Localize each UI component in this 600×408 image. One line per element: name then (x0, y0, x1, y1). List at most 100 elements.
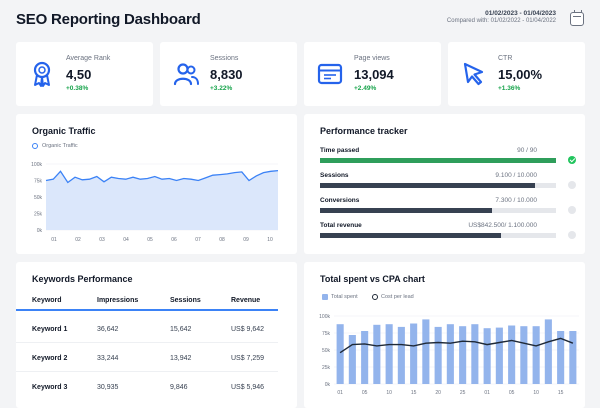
progress-fill (320, 208, 493, 213)
progress-fill (320, 183, 535, 188)
card-title: Performance tracker (320, 126, 408, 136)
progress-fill (320, 158, 556, 163)
x-tick-label: 03 (99, 237, 105, 243)
total-spent-bar (569, 331, 577, 384)
status-check-icon (568, 231, 576, 239)
card-title: Total spent vs CPA chart (320, 274, 425, 284)
status-check-icon (568, 206, 576, 214)
legend-label: Organic Traffic (42, 143, 78, 149)
date-range-picker[interactable]: 01/02/2023 - 01/04/2023 Compared with: 0… (447, 10, 556, 24)
x-tick-label: 08 (219, 237, 225, 243)
x-tick-label: 25 (460, 390, 466, 396)
y-tick-label: 0k (325, 382, 331, 388)
table-header: Revenue (231, 297, 261, 304)
area-fill (46, 170, 278, 230)
progress-fill (320, 233, 501, 238)
x-tick-label: 05 (509, 390, 515, 396)
legend-label: Cost per lead (381, 294, 414, 300)
x-tick-label: 10 (267, 237, 273, 243)
page-title: SEO Reporting Dashboard (16, 11, 201, 28)
table-header: Sessions (170, 297, 201, 304)
organic-traffic-chart: 100k 75k 50k 25k 0k 01 02 03 04 05 06 07 08 09 10 (31, 162, 279, 243)
row-divider (16, 342, 278, 343)
x-tick-label: 15 (411, 390, 417, 396)
table-cell: 36,642 (97, 326, 119, 333)
kpi-label: Page views (354, 55, 390, 62)
total-spent-bar (483, 328, 491, 384)
legend-marker (32, 143, 38, 149)
calendar-icon[interactable] (570, 10, 584, 26)
table-cell: 33,244 (97, 355, 119, 362)
table-cell: US$ 9,642 (231, 326, 265, 333)
x-tick-label: 07 (195, 237, 201, 243)
kpi-value: 15,00% (498, 67, 543, 82)
y-tick-label: 50k (322, 348, 331, 354)
cost-per-lead-line (339, 337, 574, 354)
kpi-card-page-views: Page views 13,094 +2.49% (304, 42, 441, 106)
perf-item-label: Time passed (320, 147, 360, 154)
progress-track (320, 158, 556, 163)
y-tick-label: 100k (319, 314, 330, 320)
perf-item-value: US$842.500/ 1.100.000 (468, 222, 537, 229)
table-cell: 30,935 (97, 384, 119, 391)
y-tick-label: 25k (322, 365, 331, 371)
row-divider (16, 371, 278, 372)
table-cell: 13,942 (170, 355, 192, 362)
total-spent-bar (446, 324, 454, 384)
x-tick-label: 20 (435, 390, 441, 396)
kpi-value: 4,50 (66, 67, 92, 82)
total-spent-bar (361, 331, 369, 384)
x-tick-label: 01 (51, 237, 57, 243)
compare-range-text: Compared with: 01/02/2022 - 01/04/2022 (446, 18, 556, 24)
kpi-label: CTR (498, 55, 513, 62)
total-spent-bar (532, 326, 540, 384)
spend-cpa-card: Total spent vs CPA chart Total spent Cos… (304, 262, 585, 408)
y-tick-label: 0k (37, 228, 43, 234)
y-tick-label: 50k (34, 195, 43, 201)
kpi-card-average-rank: Average Rank 4,50 +0.38% (16, 42, 153, 106)
users-icon (173, 63, 199, 86)
kpi-delta: +0.38% (66, 85, 89, 92)
perf-item-value: 9.100 / 10.000 (495, 172, 537, 179)
table-cell-keyword: Keyword 2 (32, 355, 68, 362)
total-spent-bar (557, 331, 565, 384)
total-spent-bar (434, 326, 442, 384)
perf-item-value: 7.300 / 10.000 (495, 197, 537, 204)
x-tick-label: 06 (171, 237, 177, 243)
spend-cpa-chart: 100k 75k 50k 25k 0k 01 05 10 15 20 25 01 05 10 15 (319, 314, 579, 396)
keywords-performance-card: Keywords Performance (16, 262, 297, 408)
progress-track (320, 233, 556, 238)
legend-marker-spent (322, 294, 328, 300)
total-spent-bar (410, 323, 418, 384)
table-cell: 15,642 (170, 326, 192, 333)
kpi-delta: +3.22% (210, 85, 233, 92)
total-spent-bar (422, 319, 430, 384)
x-tick-label: 05 (362, 390, 368, 396)
ribbon-icon (33, 61, 51, 87)
date-range-text: 01/02/2023 - 01/04/2023 (485, 10, 556, 17)
perf-item-value: 90 / 90 (517, 147, 537, 154)
kpi-label: Sessions (210, 55, 239, 62)
table-cell: 9,846 (170, 384, 188, 391)
table-header-rule (16, 309, 278, 311)
cursor-icon (463, 62, 484, 86)
total-spent-bar (471, 324, 479, 384)
x-tick-label: 05 (147, 237, 153, 243)
x-tick-label: 15 (558, 390, 564, 396)
status-check-icon (568, 181, 576, 189)
x-tick-label: 02 (75, 237, 81, 243)
kpi-card-ctr: CTR 15,00% +1.36% (448, 42, 585, 106)
total-spent-bar (459, 326, 467, 384)
browser-window-icon (317, 63, 343, 85)
total-spent-bar (544, 319, 552, 384)
total-spent-bar (348, 335, 356, 384)
total-spent-bar (373, 324, 381, 384)
progress-track (320, 183, 556, 188)
total-spent-bar (495, 327, 503, 384)
organic-traffic-line (45, 169, 279, 184)
dashboard-header: SEO Reporting Dashboard 01/02/2023 - 01/… (0, 0, 600, 40)
legend-label: Total spent (331, 294, 358, 300)
kpi-delta: +1.36% (498, 85, 521, 92)
x-tick-label: 01 (484, 390, 490, 396)
y-tick-label: 75k (322, 331, 331, 337)
